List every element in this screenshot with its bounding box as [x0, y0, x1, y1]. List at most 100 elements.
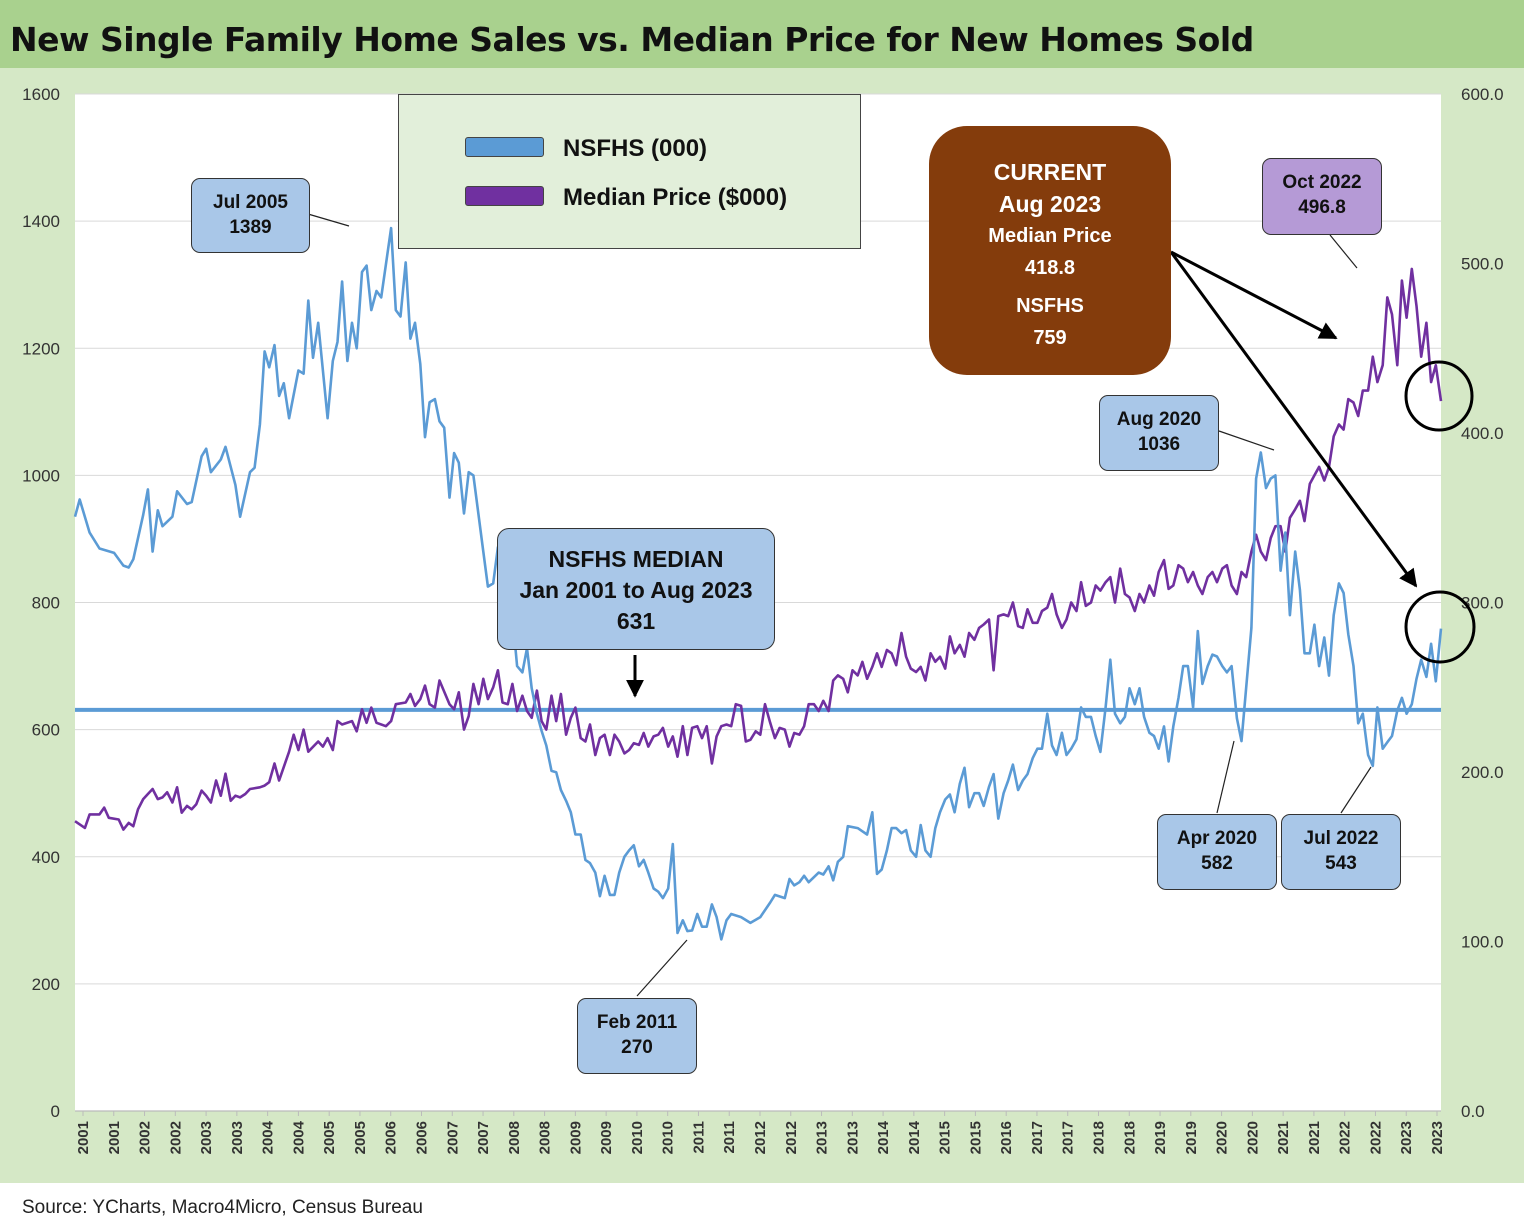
right-tick-label: 600.0 [1461, 85, 1504, 104]
title-bar: New Single Family Home Sales vs. Median … [0, 0, 1524, 68]
x-tick-label: 2006 [383, 1121, 400, 1154]
x-tick-label: 2005 [321, 1121, 338, 1154]
x-tick-label: 2023 [1398, 1121, 1415, 1154]
x-tick-label: 2015 [967, 1121, 984, 1154]
x-tick-label: 2008 [506, 1121, 523, 1154]
current-price-label: Median Price [988, 225, 1112, 247]
callout-oct2022: Oct 2022 496.8 [1262, 158, 1382, 235]
x-tick-label: 2001 [106, 1121, 123, 1154]
callout-jul2005-value: 1389 [229, 217, 272, 238]
callout-aug2020-date: Aug 2020 [1116, 409, 1202, 430]
x-tick-label: 2010 [660, 1121, 677, 1154]
aug2020-leader-line [1218, 430, 1275, 451]
x-tick-label: 2016 [998, 1121, 1015, 1154]
left-tick-label: 800 [32, 594, 60, 613]
left-tick-label: 1600 [22, 85, 60, 104]
x-tick-label: 2006 [414, 1121, 431, 1154]
x-tick-label: 2009 [567, 1121, 584, 1154]
x-tick-label: 2023 [1429, 1121, 1446, 1154]
x-tick-label: 2022 [1337, 1121, 1354, 1154]
legend-swatch-price [465, 186, 544, 206]
callout-feb2011: Feb 2011 270 [577, 998, 697, 1074]
left-tick-label: 1000 [22, 466, 60, 485]
current-price-circle [1404, 360, 1474, 432]
x-tick-label: 2004 [290, 1120, 307, 1154]
x-tick-label: 2009 [598, 1121, 615, 1154]
source-note: Source: YCharts, Macro4Micro, Census Bur… [22, 1197, 423, 1218]
callout-aug2020: Aug 2020 1036 [1099, 395, 1219, 471]
callout-jul2022-date: Jul 2022 [1303, 828, 1379, 849]
median-price-series-line [74, 267, 1443, 831]
current-heading: CURRENT [993, 159, 1107, 185]
x-axis-ticks: 2001 2001 2002 2002 2003 2003 2004 2004 2005 2005… [75, 1110, 1446, 1154]
current-callout: CURRENT Aug 2023 Median Price 418.8 NSFH… [929, 126, 1171, 375]
feb2011-leader-line [636, 939, 688, 997]
right-tick-label: 100.0 [1461, 933, 1504, 952]
current-nsfhs-arrow [1169, 251, 1418, 588]
nsfhs-median-callout: NSFHS MEDIAN Jan 2001 to Aug 2023 631 [497, 528, 775, 650]
legend-label-nsfhs: NSFHS (000) [563, 135, 708, 162]
callout-aug2020-value: 1036 [1137, 434, 1181, 455]
current-nsfhs-circle [1404, 590, 1476, 664]
callout-jul2022-value: 543 [1325, 853, 1357, 874]
current-nsfhs-value: 759 [1033, 327, 1067, 349]
x-tick-label: 2020 [1214, 1121, 1231, 1154]
current-price-arrow [1170, 250, 1338, 340]
right-tick-label: 500.0 [1461, 255, 1504, 274]
x-tick-label: 2007 [444, 1121, 461, 1154]
callout-apr2020-value: 582 [1201, 853, 1233, 874]
left-tick-label: 600 [32, 721, 60, 740]
x-tick-label: 2019 [1183, 1121, 1200, 1154]
x-tick-label: 2013 [814, 1121, 831, 1154]
right-tick-label: 300.0 [1461, 594, 1504, 613]
callout-apr2020-date: Apr 2020 [1176, 828, 1258, 849]
callout-feb2011-value: 270 [621, 1037, 653, 1058]
callout-jul2005-date: Jul 2005 [213, 192, 288, 213]
x-tick-label: 2011 [690, 1121, 707, 1154]
x-tick-label: 2012 [783, 1121, 800, 1154]
x-tick-label: 2005 [352, 1121, 369, 1154]
callout-oct2022-value: 496.8 [1298, 197, 1346, 218]
x-tick-label: 2022 [1367, 1121, 1384, 1154]
x-tick-label: 2018 [1091, 1121, 1108, 1154]
nsfhs-series-line [73, 226, 1443, 941]
x-tick-label: 2017 [1029, 1121, 1046, 1154]
left-tick-label: 0 [51, 1102, 60, 1121]
x-tick-label: 2015 [937, 1121, 954, 1154]
x-tick-label: 2003 [229, 1121, 246, 1154]
x-tick-label: 2013 [844, 1121, 861, 1154]
legend: NSFHS (000) Median Price ($000) [398, 94, 861, 249]
legend-label-price: Median Price ($000) [563, 184, 788, 211]
callout-jul2022: Jul 2022 543 [1281, 814, 1401, 890]
median-heading: NSFHS MEDIAN [548, 546, 724, 572]
left-tick-label: 200 [32, 975, 60, 994]
callout-apr2020: Apr 2020 582 [1157, 814, 1277, 890]
right-tick-label: 0.0 [1461, 1102, 1485, 1121]
x-tick-label: 2018 [1121, 1121, 1138, 1154]
x-tick-label: 2007 [475, 1121, 492, 1154]
callout-oct2022-date: Oct 2022 [1282, 172, 1362, 193]
x-tick-label: 2019 [1152, 1121, 1169, 1154]
x-tick-label: 2012 [752, 1121, 769, 1154]
right-tick-label: 200.0 [1461, 763, 1504, 782]
x-tick-label: 2010 [629, 1121, 646, 1154]
right-tick-label: 400.0 [1461, 424, 1504, 443]
x-tick-label: 2004 [260, 1120, 277, 1154]
chart-title: New Single Family Home Sales vs. Median … [10, 20, 1254, 59]
left-axis-ticks: 0 200 400 600 800 1000 1200 1400 1600 [22, 85, 60, 1121]
x-tick-label: 2001 [75, 1121, 92, 1154]
jul2022-leader-line [1340, 766, 1372, 814]
x-tick-label: 2008 [537, 1121, 554, 1154]
oct2022-leader-line [1329, 234, 1358, 269]
legend-swatch-nsfhs [465, 137, 544, 157]
median-range: Jan 2001 to Aug 2023 [519, 577, 753, 603]
x-tick-label: 2014 [906, 1120, 923, 1154]
left-tick-label: 1200 [22, 339, 60, 358]
median-value: 631 [616, 608, 656, 634]
current-date: Aug 2023 [998, 191, 1102, 217]
jul2005-leader-line [307, 213, 350, 227]
left-tick-label: 1400 [22, 212, 60, 231]
callout-feb2011-date: Feb 2011 [596, 1012, 678, 1033]
x-tick-label: 2014 [875, 1120, 892, 1154]
